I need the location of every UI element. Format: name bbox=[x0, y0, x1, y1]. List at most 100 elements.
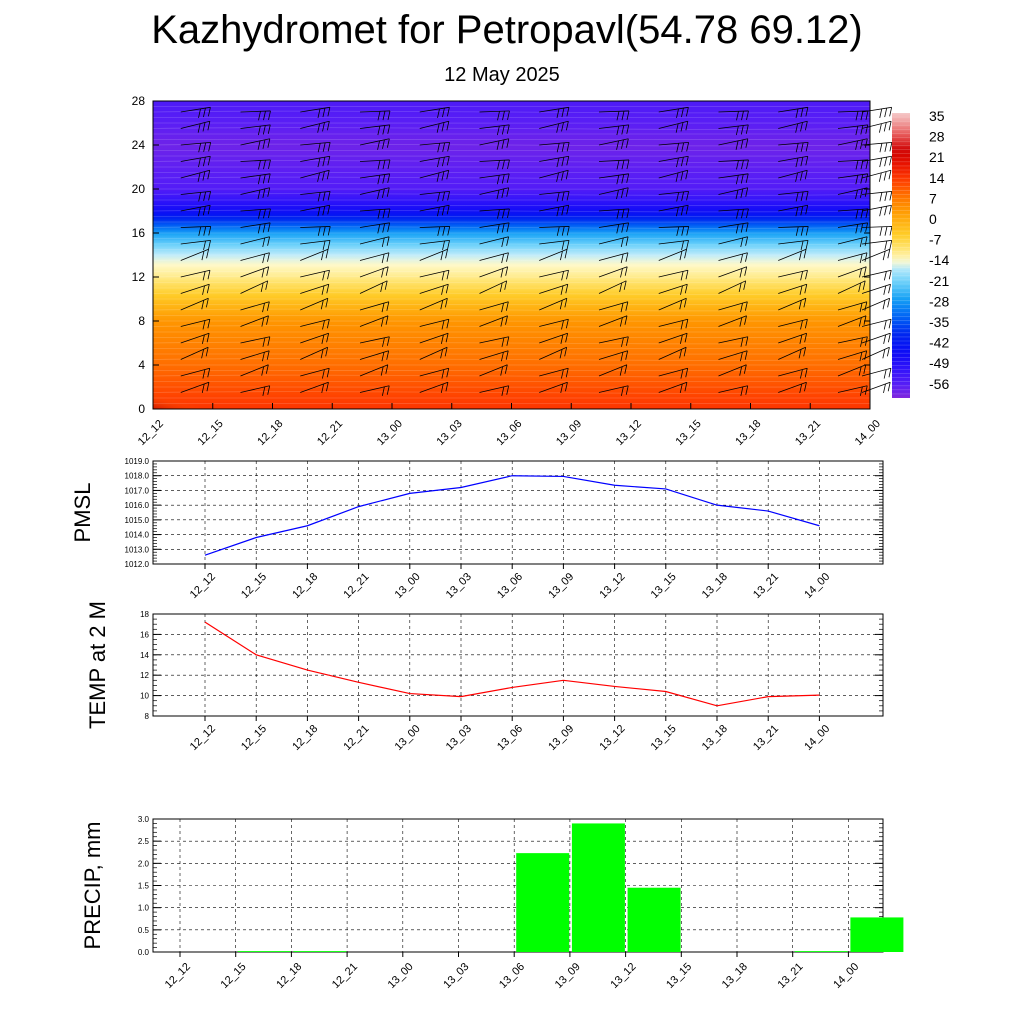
wind-barb-flag bbox=[859, 386, 863, 396]
wind-barb-flag bbox=[380, 317, 384, 327]
wind-barb-flag bbox=[566, 240, 570, 250]
wind-barb-shaft bbox=[419, 332, 449, 344]
temp-series-line bbox=[204, 621, 820, 707]
wind-barb-flag bbox=[387, 110, 391, 121]
wind-barb-flag bbox=[440, 349, 443, 359]
wind-barb-flag bbox=[501, 237, 505, 248]
x-tick-label: 12_15 bbox=[196, 418, 226, 448]
y-tick-label: 16 bbox=[132, 226, 146, 240]
wind-barb-flag bbox=[506, 385, 510, 395]
wind-barb-flag bbox=[745, 385, 749, 395]
x-tick-label: 13_15 bbox=[664, 961, 694, 991]
wind-barb-shaft bbox=[718, 159, 749, 162]
wind-barb-shaft bbox=[861, 226, 892, 228]
wind-barb-shaft bbox=[479, 252, 509, 261]
plot-frame bbox=[152, 460, 884, 565]
precip-bar bbox=[850, 917, 904, 952]
wind-barb-flag bbox=[616, 140, 619, 150]
wind-barb-flag bbox=[855, 125, 859, 136]
wind-barb-flag bbox=[625, 236, 629, 246]
wind-barb-flag bbox=[437, 192, 441, 202]
wind-barb-flag bbox=[685, 121, 689, 131]
wind-barb-flag bbox=[198, 192, 202, 202]
wind-barb-flag bbox=[889, 107, 893, 117]
wind-barb-flag bbox=[382, 209, 386, 219]
wind-barb-flag bbox=[387, 173, 391, 183]
x-tick-label: 13_21 bbox=[776, 961, 806, 991]
x-tick-label: 13_09 bbox=[546, 723, 576, 753]
wind-barb-shaft bbox=[300, 332, 329, 344]
x-tick-label: 13_06 bbox=[494, 418, 524, 448]
colorbar-label: -14 bbox=[929, 252, 949, 268]
wind-barb-flag bbox=[735, 125, 739, 136]
wind-barb-flag bbox=[326, 382, 329, 392]
x-tick-label: 13_03 bbox=[444, 723, 474, 753]
wind-barb-flag bbox=[626, 110, 630, 121]
wind-barb-flag bbox=[385, 364, 389, 374]
wind-barb-flag bbox=[556, 123, 560, 133]
wind-barb-flag bbox=[201, 251, 205, 261]
wind-barb-flag bbox=[506, 173, 510, 183]
wind-barb-flag bbox=[860, 125, 864, 135]
x-tick-label: 14_00 bbox=[802, 723, 832, 753]
wind-barb-flag bbox=[799, 285, 803, 295]
wind-barb-flag bbox=[883, 383, 886, 394]
wind-barb-shaft bbox=[419, 318, 449, 327]
wind-barb-flag bbox=[565, 382, 568, 392]
contour-line bbox=[152, 176, 871, 180]
wind-barb-flag bbox=[740, 253, 744, 264]
wind-barb-flag bbox=[800, 191, 804, 201]
wind-barb-flag bbox=[800, 157, 804, 167]
contour-line bbox=[152, 127, 871, 130]
wind-barb-flag bbox=[805, 142, 809, 152]
wind-barb-flag bbox=[496, 125, 500, 136]
wind-barb-flag bbox=[804, 382, 807, 392]
wind-barb-flag bbox=[386, 236, 390, 246]
wind-barb-flag bbox=[741, 209, 744, 219]
wind-barb-flag bbox=[261, 268, 265, 278]
wind-barb-flag bbox=[740, 223, 744, 233]
y-tick-label: 1017.0 bbox=[125, 486, 150, 495]
wind-barb-shaft bbox=[359, 159, 390, 162]
wind-barb-flag bbox=[381, 303, 385, 313]
wind-barb-flag bbox=[322, 240, 326, 251]
wind-barb-flag bbox=[442, 226, 446, 236]
wind-barb-flag bbox=[887, 382, 891, 392]
wind-barb-flag bbox=[322, 191, 326, 201]
wind-barb-flag bbox=[262, 253, 266, 264]
wind-barb-flag bbox=[565, 333, 569, 343]
wind-barb-flag bbox=[506, 236, 509, 246]
wind-barb-flag bbox=[564, 249, 568, 259]
wind-barb-flag bbox=[883, 171, 887, 181]
colorbar-label: -28 bbox=[929, 293, 949, 309]
wind-barb-flag bbox=[437, 157, 440, 168]
wind-barb-flag bbox=[501, 253, 505, 264]
wind-barb-flag bbox=[441, 285, 444, 295]
wind-barb-flag bbox=[442, 108, 445, 118]
contour-line bbox=[152, 226, 871, 229]
wind-barb-flag bbox=[684, 382, 688, 392]
wind-barb-flag bbox=[267, 187, 271, 197]
wind-barb-flag bbox=[686, 142, 690, 152]
wind-barb-flag bbox=[619, 317, 623, 327]
wind-barb-flag bbox=[208, 240, 211, 250]
wind-barb-flag bbox=[202, 171, 206, 181]
wind-barb-flag bbox=[262, 337, 266, 347]
plot-frame bbox=[152, 613, 884, 717]
wind-barb-flag bbox=[888, 284, 891, 294]
wind-barb-flag bbox=[681, 191, 685, 201]
wind-barb-flag bbox=[740, 386, 744, 396]
wind-barb-flag bbox=[799, 334, 803, 344]
wind-barb-flag bbox=[317, 143, 321, 153]
x-tick-label: 12_18 bbox=[255, 418, 285, 448]
wind-barb-flag bbox=[267, 138, 271, 148]
wind-barb-flag bbox=[501, 303, 504, 313]
wind-barb-flag bbox=[262, 125, 266, 135]
wind-barb-flag bbox=[883, 285, 887, 295]
wind-barb-flag bbox=[860, 223, 864, 233]
wind-barb-flag bbox=[804, 121, 808, 131]
wind-barb-flag bbox=[859, 303, 863, 313]
wind-barb-flag bbox=[441, 171, 445, 181]
wind-barb-flag bbox=[564, 298, 568, 308]
wind-barb-flag bbox=[202, 206, 206, 216]
